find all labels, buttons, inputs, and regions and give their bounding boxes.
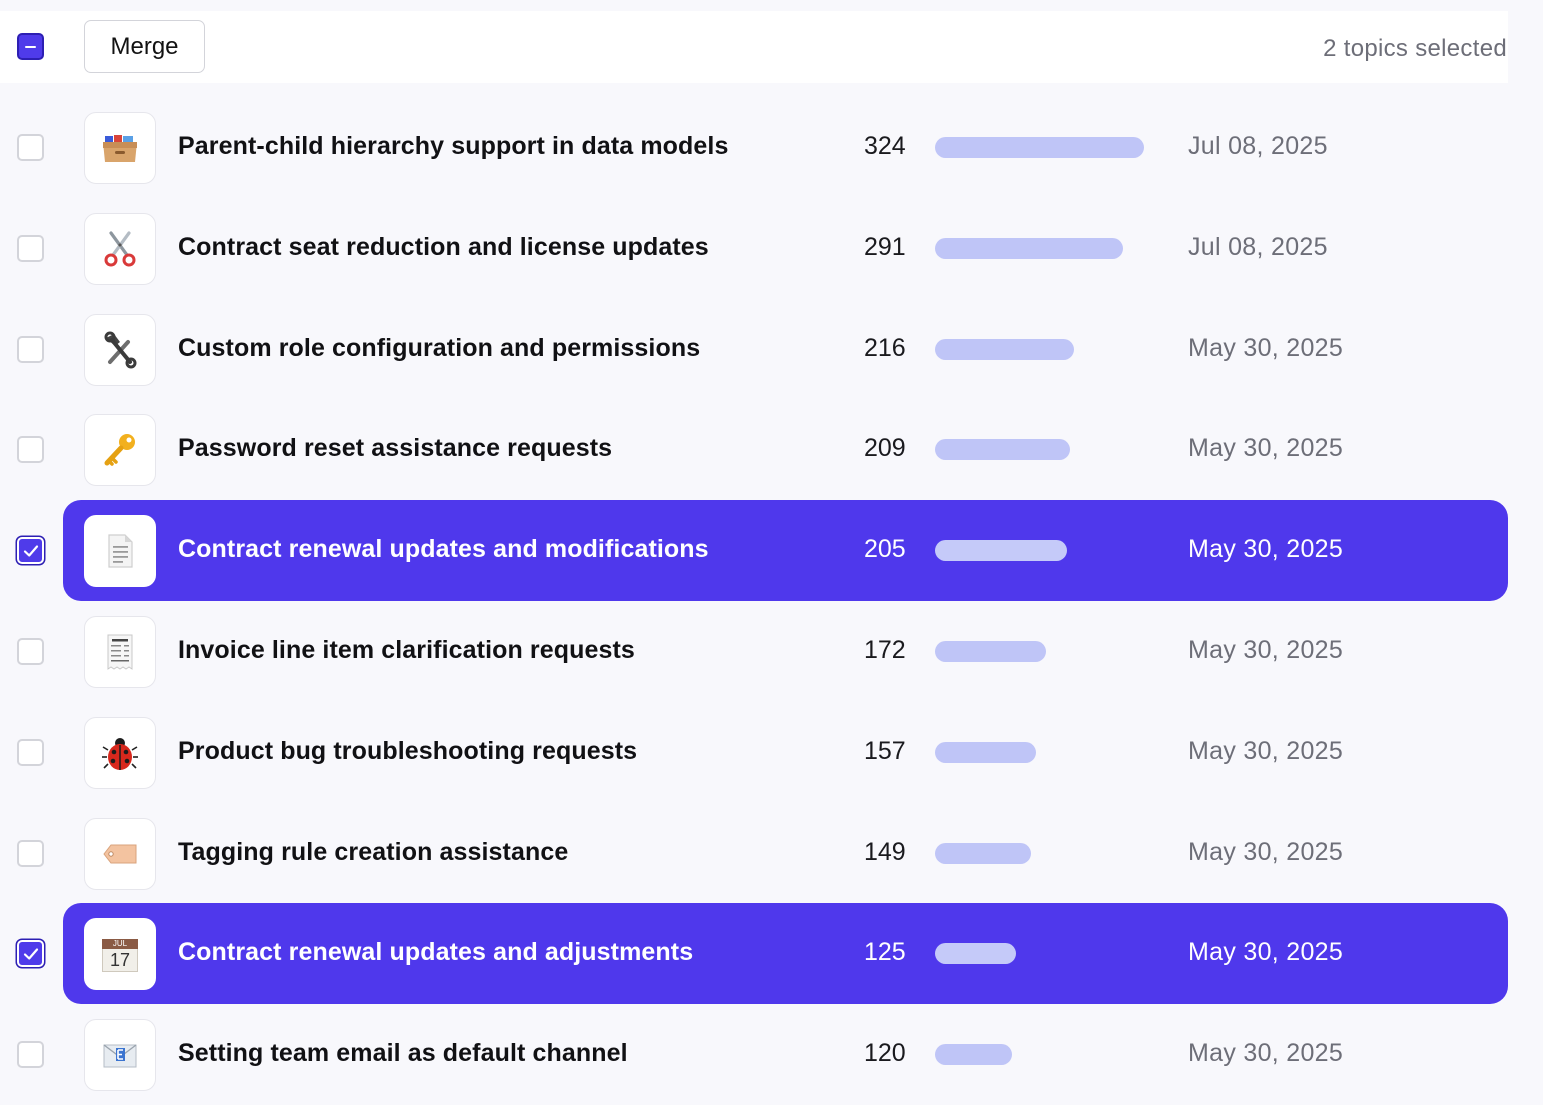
topic-count: 149 xyxy=(864,838,906,866)
topic-checkbox[interactable] xyxy=(17,436,44,463)
topic-title[interactable]: Contract renewal updates and modificatio… xyxy=(178,535,709,563)
selected-row-highlight xyxy=(63,500,1508,601)
topic-emoji-box xyxy=(84,314,156,386)
topic-date: May 30, 2025 xyxy=(1188,434,1344,462)
topic-checkbox[interactable] xyxy=(17,134,44,161)
envelope-icon xyxy=(100,1035,140,1075)
topic-title[interactable]: Product bug troubleshooting requests xyxy=(178,737,638,765)
topic-volume-bar xyxy=(935,742,1144,763)
selected-row-highlight xyxy=(63,903,1508,1004)
topic-volume-bar xyxy=(935,540,1144,561)
topic-checkbox[interactable] xyxy=(17,638,44,665)
topic-volume-bar-fill xyxy=(935,1044,1012,1065)
calendar-icon: JUL 17 xyxy=(100,934,140,974)
topic-date: May 30, 2025 xyxy=(1188,737,1344,765)
topic-volume-bar-fill xyxy=(935,943,1016,964)
topic-row[interactable]: Custom role configuration and permission… xyxy=(0,299,1508,400)
topic-count: 172 xyxy=(864,636,906,664)
topic-volume-bar-fill xyxy=(935,540,1067,561)
topic-checkbox[interactable] xyxy=(17,739,44,766)
topic-volume-bar-fill xyxy=(935,137,1144,158)
topic-count: 324 xyxy=(864,132,906,160)
topic-volume-bar xyxy=(935,439,1144,460)
topic-count: 209 xyxy=(864,434,906,462)
topic-title[interactable]: Custom role configuration and permission… xyxy=(178,334,701,362)
scissors-icon xyxy=(100,229,140,269)
topic-emoji-box xyxy=(84,414,156,486)
topic-volume-bar-fill xyxy=(935,439,1070,460)
ladybug-icon xyxy=(100,733,140,773)
topic-count: 125 xyxy=(864,938,906,966)
topic-volume-bar xyxy=(935,137,1144,158)
document-icon xyxy=(100,531,140,571)
topic-count: 291 xyxy=(864,233,906,261)
topic-checkbox[interactable] xyxy=(17,336,44,363)
topic-checkbox[interactable] xyxy=(17,940,44,967)
topic-emoji-box xyxy=(84,717,156,789)
topic-date: May 30, 2025 xyxy=(1188,334,1344,362)
topic-title[interactable]: Setting team email as default channel xyxy=(178,1039,628,1067)
topic-volume-bar xyxy=(935,238,1144,259)
topic-volume-bar xyxy=(935,843,1144,864)
topic-checkbox[interactable] xyxy=(17,1041,44,1068)
topic-row[interactable]: Parent-child hierarchy support in data m… xyxy=(0,97,1508,198)
topic-volume-bar xyxy=(935,339,1144,360)
topic-emoji-box xyxy=(84,1019,156,1091)
topic-row[interactable]: JUL 17 Contract renewal updates and adjust… xyxy=(0,903,1508,1004)
topic-emoji-box xyxy=(84,213,156,285)
topic-title[interactable]: Parent-child hierarchy support in data m… xyxy=(178,132,729,160)
topic-row[interactable]: Setting team email as default channel 120… xyxy=(0,1004,1508,1105)
topic-count: 216 xyxy=(864,334,906,362)
calendar-month: JUL xyxy=(112,939,128,948)
topic-volume-bar-fill xyxy=(935,641,1046,662)
topic-emoji-box xyxy=(84,112,156,184)
card-file-box-icon xyxy=(100,128,140,168)
calendar-day: 17 xyxy=(109,950,131,970)
topic-title[interactable]: Invoice line item clarification requests xyxy=(178,636,635,664)
topic-volume-bar xyxy=(935,641,1144,662)
topic-volume-bar-fill xyxy=(935,339,1074,360)
topic-row[interactable]: Tagging rule creation assistance 149 May 3… xyxy=(0,803,1508,904)
topic-date: May 30, 2025 xyxy=(1188,1039,1344,1067)
topic-volume-bar-fill xyxy=(935,742,1036,763)
topic-emoji-box xyxy=(84,616,156,688)
topic-row[interactable]: Contract seat reduction and license upda… xyxy=(0,198,1508,299)
topic-title[interactable]: Contract renewal updates and adjustments xyxy=(178,938,694,966)
selection-toolbar: Merge 2 topics selected xyxy=(0,11,1508,83)
select-all-checkbox[interactable] xyxy=(17,33,44,60)
topic-date: May 30, 2025 xyxy=(1188,636,1344,664)
topic-title[interactable]: Contract seat reduction and license upda… xyxy=(178,233,709,261)
hammer-and-wrench-icon xyxy=(100,330,140,370)
topic-date: May 30, 2025 xyxy=(1188,535,1344,563)
topic-row[interactable]: Contract renewal updates and modificatio… xyxy=(0,500,1508,601)
topic-volume-bar-fill xyxy=(935,843,1031,864)
topic-title[interactable]: Password reset assistance requests xyxy=(178,434,613,462)
merge-button[interactable]: Merge xyxy=(84,20,205,73)
topic-title[interactable]: Tagging rule creation assistance xyxy=(178,838,569,866)
topic-row[interactable]: Product bug troubleshooting requests 157 M… xyxy=(0,702,1508,803)
topic-date: Jul 08, 2025 xyxy=(1188,233,1328,261)
topic-count: 205 xyxy=(864,535,906,563)
topic-count: 157 xyxy=(864,737,906,765)
topic-row[interactable]: Invoice line item clarification requests… xyxy=(0,601,1508,702)
topic-emoji-box xyxy=(84,515,156,587)
topic-date: May 30, 2025 xyxy=(1188,938,1344,966)
tag-icon xyxy=(100,834,140,874)
topic-checkbox[interactable] xyxy=(17,840,44,867)
topic-date: May 30, 2025 xyxy=(1188,838,1344,866)
topic-emoji-box: JUL 17 xyxy=(84,918,156,990)
topic-checkbox[interactable] xyxy=(17,235,44,262)
topic-volume-bar xyxy=(935,1044,1144,1065)
topic-checkbox[interactable] xyxy=(17,537,44,564)
topic-row[interactable]: Password reset assistance requests 209 May… xyxy=(0,399,1508,500)
selected-count-label: 2 topics selected xyxy=(1323,35,1507,62)
receipt-icon xyxy=(100,632,140,672)
topic-volume-bar-fill xyxy=(935,238,1123,259)
topic-date: Jul 08, 2025 xyxy=(1188,132,1328,160)
topic-count: 120 xyxy=(864,1039,906,1067)
topic-emoji-box xyxy=(84,818,156,890)
topic-volume-bar xyxy=(935,943,1144,964)
key-icon xyxy=(100,430,140,470)
